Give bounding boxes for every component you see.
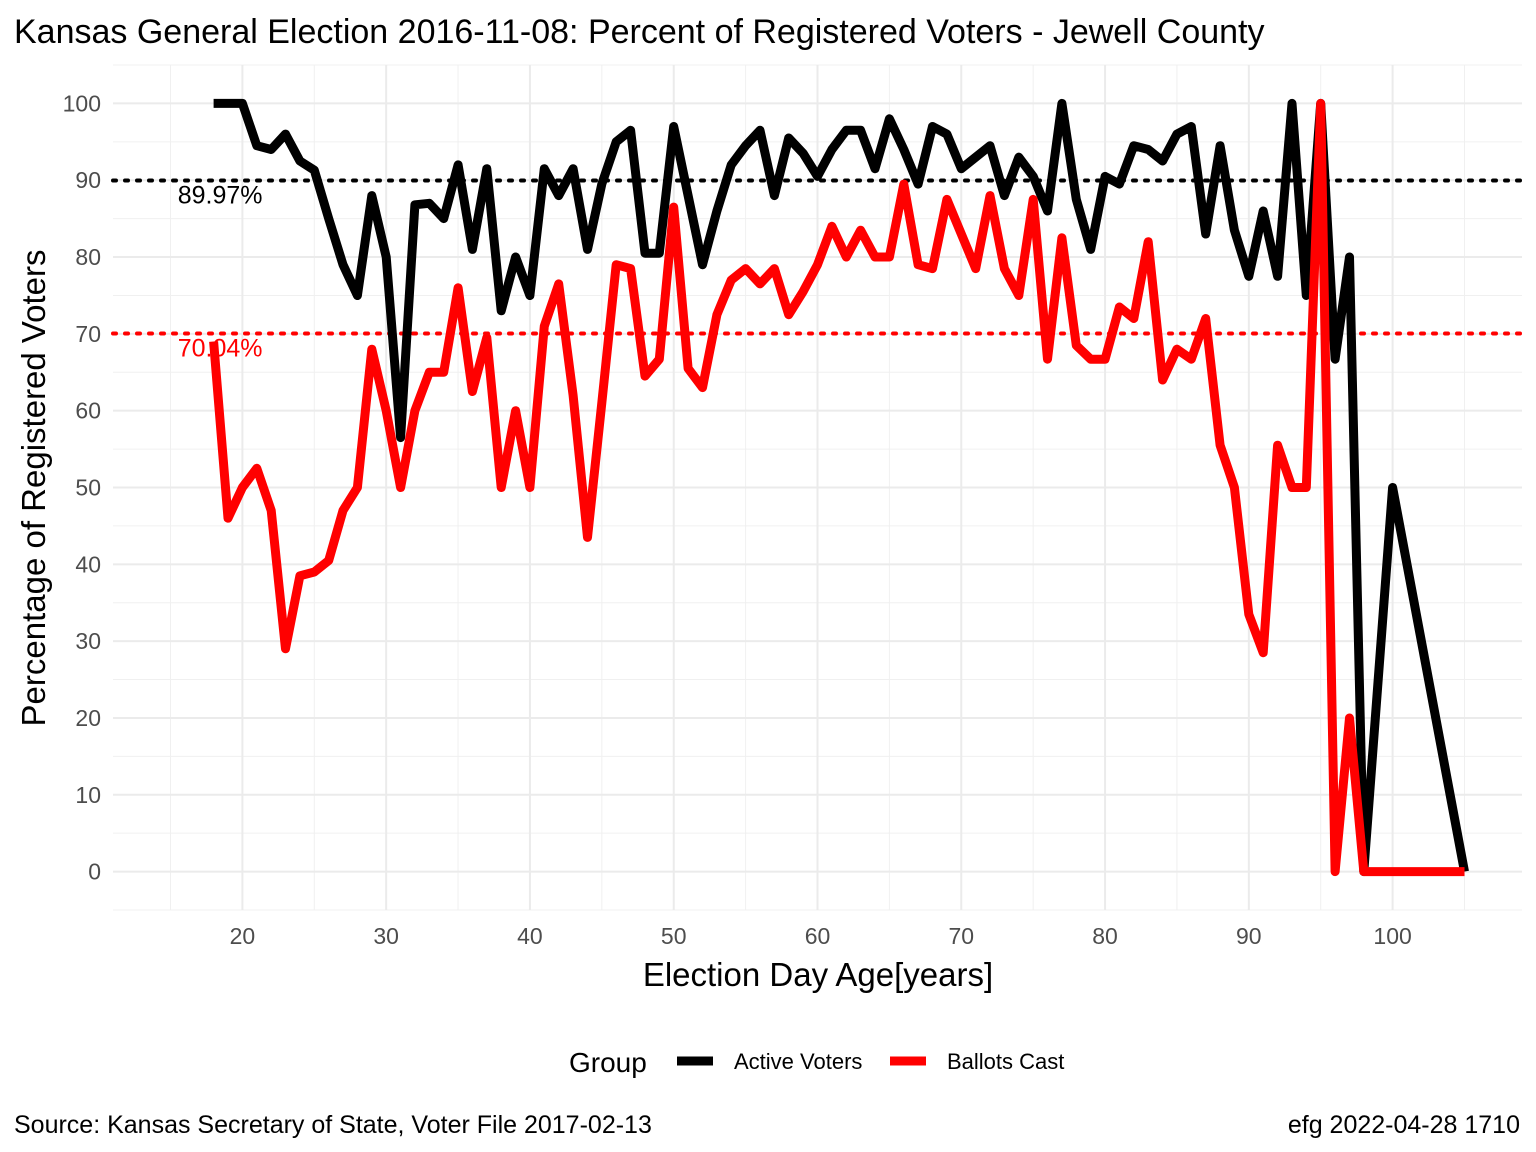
reference-labels: 89.97% 70.04% — [178, 181, 263, 362]
y-tick-label: 100 — [63, 90, 101, 116]
x-tick-label: 50 — [661, 923, 687, 949]
x-tick-label: 60 — [805, 923, 831, 949]
y-tick-label: 90 — [75, 167, 101, 193]
reference-line-label: 70.04% — [178, 335, 263, 363]
x-tick-label: 70 — [948, 923, 974, 949]
x-axis-title: Election Day Age[years] — [643, 956, 993, 993]
chart-title: Kansas General Election 2016-11-08: Perc… — [14, 13, 1265, 51]
y-tick-label: 50 — [75, 475, 101, 501]
tick-labels: 20 30 40 50 60 70 80 90 100 0 10 20 30 40 50 60 70 80 90 10… — [63, 90, 1412, 949]
x-tick-label: 40 — [517, 923, 543, 949]
y-axis-title: Percentage of Registered Voters — [15, 250, 52, 727]
y-tick-label: 40 — [75, 551, 101, 577]
y-tick-label: 20 — [75, 705, 101, 731]
source-caption: Source: Kansas Secretary of State, Voter… — [14, 1111, 652, 1139]
y-tick-label: 0 — [88, 859, 101, 885]
legend-label-active-voters: Active Voters — [734, 1049, 862, 1074]
x-tick-label: 80 — [1092, 923, 1118, 949]
x-tick-label: 20 — [230, 923, 256, 949]
y-tick-label: 10 — [75, 782, 101, 808]
credit-caption: efg 2022-04-28 1710 — [1288, 1111, 1520, 1139]
legend: Group Active Voters Ballots Cast — [569, 1047, 1064, 1078]
series-line — [213, 98, 1469, 877]
reference-line-label: 89.97% — [178, 181, 263, 209]
y-tick-label: 70 — [75, 321, 101, 347]
y-tick-label: 80 — [75, 244, 101, 270]
x-tick-label: 90 — [1236, 923, 1262, 949]
series-line — [209, 98, 1465, 877]
x-tick-label: 100 — [1373, 923, 1411, 949]
legend-title: Group — [569, 1047, 647, 1078]
legend-label-ballots-cast: Ballots Cast — [947, 1049, 1064, 1074]
x-tick-label: 30 — [373, 923, 399, 949]
y-tick-label: 60 — [75, 398, 101, 424]
y-tick-label: 30 — [75, 628, 101, 654]
series-lines — [209, 98, 1469, 877]
